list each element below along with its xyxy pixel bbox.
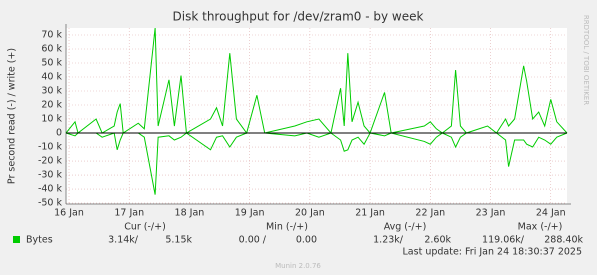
y-tick-label: 0 [56,128,62,139]
legend-name: Bytes [26,235,53,246]
legend-header: Max (-/+) [518,222,563,233]
legend-cell: 119.06k/ [482,235,525,246]
x-tick-label: 17 Jan [114,208,144,219]
x-tick-label: 22 Jan [415,208,445,219]
y-tick-label: -20 k [38,156,63,167]
y-tick-label: -40 k [38,184,63,195]
last-update: Last update: Fri Jan 24 18:30:37 2025 [403,247,582,258]
y-tick-label: 50 k [41,58,62,69]
legend-cell: 0.00 [296,235,317,246]
y-tick-label: 40 k [41,72,62,83]
x-tick-label: 24 Jan [536,208,566,219]
y-tick-label: 70 k [41,30,62,41]
legend-swatch [13,236,20,243]
x-tick-label: 18 Jan [175,208,205,219]
legend-header: Min (-/+) [266,222,308,233]
x-tick-label: 23 Jan [476,208,506,219]
legend-cell: 5.15k [165,235,192,246]
x-tick-label: 20 Jan [295,208,325,219]
x-tick-label: 16 Jan [54,208,84,219]
y-tick-label: -10 k [38,142,63,153]
y-tick-label: 20 k [41,100,62,111]
y-tick-label: 30 k [41,86,62,97]
y-tick-label: 60 k [41,44,62,55]
plot-area [66,28,567,204]
y-tick-label: 10 k [41,114,62,125]
legend-cell: 288.40k [544,235,583,246]
legend-cell: 2.60k [424,235,451,246]
series-line [65,132,568,195]
side-label: RRDTOOL / TOBI OETIKER [582,15,590,105]
legend-header: Cur (-/+) [124,222,166,233]
x-tick-label: 19 Jan [235,208,265,219]
legend-header: Avg (-/+) [384,222,427,233]
legend-cell: 0.00 / [239,235,267,246]
y-axis-label: Pr second read (-) / write (+) [7,48,18,184]
y-tick-label: -30 k [38,170,63,181]
y-tick-label: -50 k [38,198,63,209]
chart-title: Disk throughput for /dev/zram0 - by week [173,10,424,24]
legend-cell: 3.14k/ [108,235,139,246]
series-line [65,27,568,135]
legend-cell: 1.23k/ [373,235,404,246]
footer: Munin 2.0.76 [275,262,321,270]
x-tick-label: 21 Jan [355,208,385,219]
